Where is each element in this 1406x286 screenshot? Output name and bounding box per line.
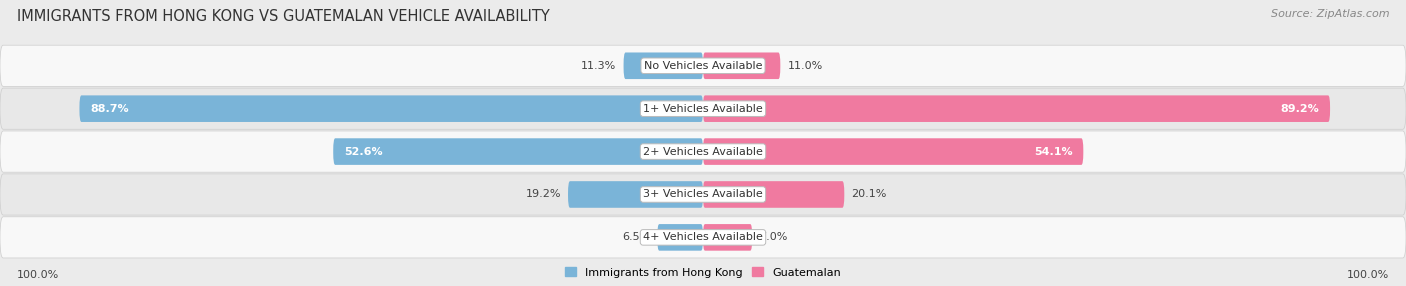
FancyBboxPatch shape bbox=[0, 131, 1406, 172]
Text: 6.5%: 6.5% bbox=[621, 233, 650, 242]
Text: 100.0%: 100.0% bbox=[1347, 270, 1389, 280]
Text: 1+ Vehicles Available: 1+ Vehicles Available bbox=[643, 104, 763, 114]
Text: 3+ Vehicles Available: 3+ Vehicles Available bbox=[643, 190, 763, 199]
FancyBboxPatch shape bbox=[79, 95, 703, 122]
Legend: Immigrants from Hong Kong, Guatemalan: Immigrants from Hong Kong, Guatemalan bbox=[565, 267, 841, 278]
FancyBboxPatch shape bbox=[333, 138, 703, 165]
FancyBboxPatch shape bbox=[0, 88, 1406, 129]
Text: 2+ Vehicles Available: 2+ Vehicles Available bbox=[643, 147, 763, 156]
Text: 11.0%: 11.0% bbox=[787, 61, 823, 71]
FancyBboxPatch shape bbox=[624, 52, 703, 79]
FancyBboxPatch shape bbox=[0, 217, 1406, 258]
FancyBboxPatch shape bbox=[703, 95, 1330, 122]
FancyBboxPatch shape bbox=[0, 45, 1406, 86]
Text: IMMIGRANTS FROM HONG KONG VS GUATEMALAN VEHICLE AVAILABILITY: IMMIGRANTS FROM HONG KONG VS GUATEMALAN … bbox=[17, 9, 550, 23]
Text: 100.0%: 100.0% bbox=[17, 270, 59, 280]
Text: 20.1%: 20.1% bbox=[852, 190, 887, 199]
Text: 4+ Vehicles Available: 4+ Vehicles Available bbox=[643, 233, 763, 242]
FancyBboxPatch shape bbox=[703, 138, 1084, 165]
FancyBboxPatch shape bbox=[0, 174, 1406, 215]
Text: 89.2%: 89.2% bbox=[1281, 104, 1319, 114]
Text: 7.0%: 7.0% bbox=[759, 233, 787, 242]
Text: 11.3%: 11.3% bbox=[581, 61, 616, 71]
Text: 54.1%: 54.1% bbox=[1035, 147, 1073, 156]
Text: Source: ZipAtlas.com: Source: ZipAtlas.com bbox=[1271, 9, 1389, 19]
FancyBboxPatch shape bbox=[568, 181, 703, 208]
FancyBboxPatch shape bbox=[657, 224, 703, 251]
Text: No Vehicles Available: No Vehicles Available bbox=[644, 61, 762, 71]
Text: 52.6%: 52.6% bbox=[343, 147, 382, 156]
FancyBboxPatch shape bbox=[703, 181, 844, 208]
Text: 88.7%: 88.7% bbox=[90, 104, 128, 114]
Text: 19.2%: 19.2% bbox=[526, 190, 561, 199]
FancyBboxPatch shape bbox=[703, 52, 780, 79]
FancyBboxPatch shape bbox=[703, 224, 752, 251]
